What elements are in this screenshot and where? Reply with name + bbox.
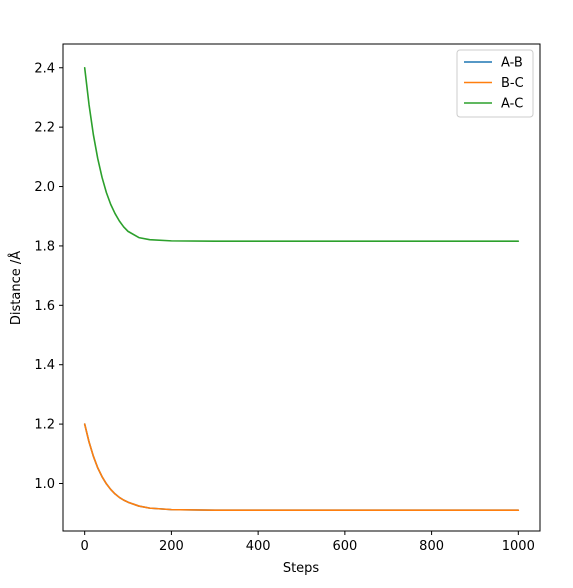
x-tick-label: 400 [246,539,271,554]
x-tick-label: 1000 [502,539,535,554]
x-tick-label: 600 [332,539,357,554]
series-line-a-c [83,66,520,242]
series-layer [83,66,520,512]
legend-label: A-C [501,97,523,112]
legend-items: A-B B-C A-C [464,56,524,112]
y-tick-label: 2.2 [34,121,55,136]
x-axis-label: Steps [283,561,320,576]
y-axis-label: Distance /Å [8,251,24,325]
x-tick-label: 0 [81,539,89,554]
x-tick-label: 800 [419,539,444,554]
y-tick-label: 1.2 [34,418,55,433]
ticks-layer: 0 200 400 600 800 1000 1.0 1.2 1.4 1.6 1.8 2.0 2.2 2.… [34,61,535,554]
y-tick-label: 1.0 [34,477,55,492]
y-tick-label: 2.4 [34,61,55,76]
legend-label: B-C [501,76,524,91]
legend-label: A-B [501,56,523,71]
y-tick-label: 1.6 [34,299,55,314]
y-tick-label: 2.0 [34,180,55,195]
plot-frame [62,43,541,532]
series-line-b-c [83,423,520,512]
legend: A-B B-C A-C [456,49,534,118]
y-tick-label: 1.4 [34,358,55,373]
y-tick-label: 1.8 [34,239,55,254]
legend-box [456,49,534,118]
x-tick-label: 200 [159,539,184,554]
